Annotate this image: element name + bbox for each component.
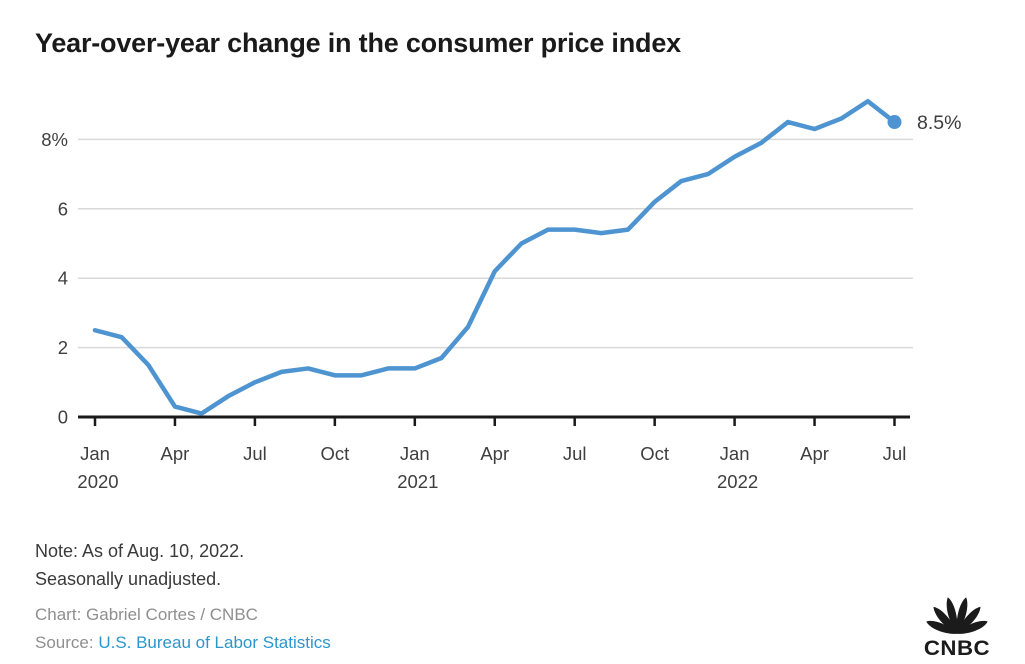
y-tick-label: 4 xyxy=(58,268,68,289)
end-dot xyxy=(887,115,902,130)
note-line-2: Seasonally unadjusted. xyxy=(35,569,222,589)
x-tick-label: Jan xyxy=(80,443,110,464)
cnbc-logo: CNBC xyxy=(924,597,990,658)
chart-credits: Chart: Gabriel Cortes / CNBC Source: U.S… xyxy=(35,601,331,657)
x-tick-label: Jul xyxy=(243,443,267,464)
page-title: Year-over-year change in the consumer pr… xyxy=(35,28,681,58)
x-tick-label: Jan xyxy=(720,443,750,464)
y-tick-label: 8% xyxy=(41,129,68,150)
peacock-icon xyxy=(926,597,988,634)
cpi-line xyxy=(92,98,897,416)
cnbc-wordmark: CNBC xyxy=(924,637,990,658)
source-line: Source: U.S. Bureau of Labor Statistics xyxy=(35,629,331,657)
cpi-line-chart: 0 2 4 6 8% Jan 2020 Apr Jul Oct Jan 2021 Apr Jul Oct Ja… xyxy=(41,98,961,492)
x-tick-label: Jul xyxy=(883,443,907,464)
x-tick-label: Jul xyxy=(563,443,587,464)
source-link[interactable]: U.S. Bureau of Labor Statistics xyxy=(98,633,331,652)
x-tick-label: Oct xyxy=(640,443,669,464)
end-value-label: 8.5% xyxy=(917,112,961,134)
x-tick-label: Apr xyxy=(480,443,509,464)
x-tick-year-label: 2022 xyxy=(717,471,758,492)
y-tick-label: 0 xyxy=(58,407,68,428)
chart-note: Note: As of Aug. 10, 2022. Seasonally un… xyxy=(35,537,244,593)
x-tick-label: Apr xyxy=(800,443,829,464)
x-tick-year-label: 2021 xyxy=(397,471,438,492)
x-tick-label: Jan xyxy=(400,443,430,464)
x-tick-label: Apr xyxy=(161,443,190,464)
chart-credit-line: Chart: Gabriel Cortes / CNBC xyxy=(35,605,258,624)
x-tick-year-label: 2020 xyxy=(77,471,118,492)
x-tick-label: Oct xyxy=(320,443,349,464)
y-tick-label: 6 xyxy=(58,198,68,219)
note-line-1: Note: As of Aug. 10, 2022. xyxy=(35,541,245,561)
y-tick-label: 2 xyxy=(58,337,68,358)
source-prefix: Source: xyxy=(35,633,99,652)
